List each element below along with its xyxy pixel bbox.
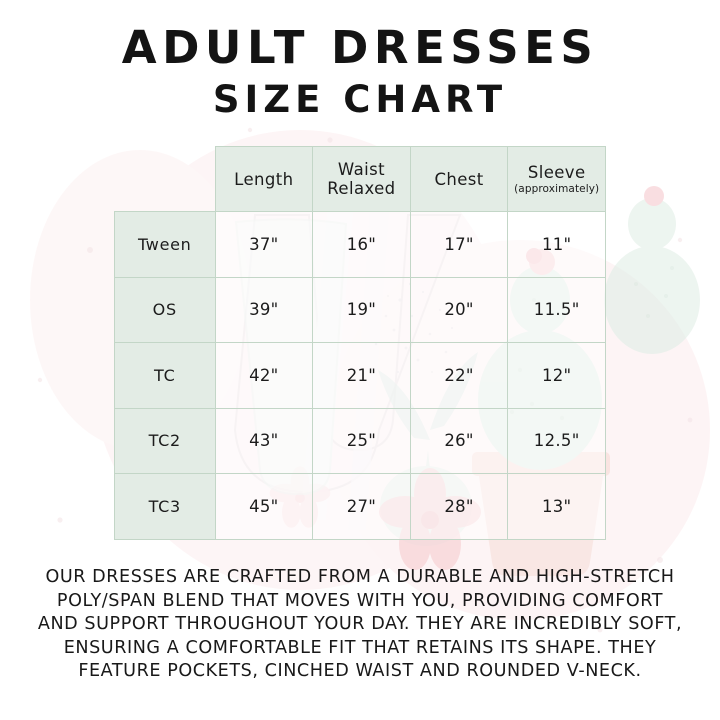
footer-line-2: POLY/SPAN BLEND THAT MOVES WITH YOU, PRO… bbox=[56, 590, 664, 611]
table-row: OS 39" 19" 20" 11.5" bbox=[114, 276, 606, 343]
cell-tc-chest: 22" bbox=[409, 342, 509, 409]
cell-os-sleeve: 11.5" bbox=[507, 276, 606, 343]
cell-os-waist-relaxed: 19" bbox=[312, 276, 411, 343]
cell-os-chest: 20" bbox=[409, 276, 509, 343]
cell-tc3-chest: 28" bbox=[409, 473, 509, 540]
sleeve-label-approx: (approximately) bbox=[514, 182, 600, 195]
table-row: Tween 37" 16" 17" 11" bbox=[114, 211, 606, 278]
cell-os-length: 39" bbox=[214, 276, 314, 343]
waist-label-line2: Relaxed bbox=[327, 179, 396, 198]
cell-tween-sleeve: 11" bbox=[507, 211, 606, 278]
cell-tween-waist-relaxed: 16" bbox=[312, 211, 411, 278]
column-header-sleeve: Sleeve (approximately) bbox=[507, 146, 606, 212]
cell-tc3-waist-relaxed: 27" bbox=[312, 473, 411, 540]
cell-tc-sleeve: 12" bbox=[507, 342, 606, 409]
corner-cell bbox=[115, 147, 216, 212]
row-label-os: OS bbox=[114, 276, 216, 343]
cell-tc2-waist-relaxed: 25" bbox=[312, 407, 411, 474]
table-row: TC2 43" 25" 26" 12.5" bbox=[114, 407, 606, 474]
table-row: TC 42" 21" 22" 12" bbox=[114, 342, 606, 409]
cell-tc-waist-relaxed: 21" bbox=[312, 342, 411, 409]
title-line-secondary: SIZE CHART bbox=[212, 78, 508, 121]
waist-label-line1: Waist bbox=[337, 160, 385, 179]
row-label-tween: Tween bbox=[114, 211, 216, 278]
page-title: ADULT DRESSES SIZE CHART bbox=[0, 22, 720, 122]
table-body: Tween 37" 16" 17" 11" OS 39" 19" 20" 11.… bbox=[114, 211, 606, 540]
footer-description: OUR DRESSES ARE CRAFTED FROM A DURABLE A… bbox=[0, 566, 720, 684]
row-label-tc: TC bbox=[114, 342, 216, 409]
footer-line-1: OUR DRESSES ARE CRAFTED FROM A DURABLE A… bbox=[45, 567, 675, 587]
column-header-length: Length bbox=[214, 146, 314, 212]
column-header-waist-relaxed: Waist Relaxed bbox=[312, 146, 411, 212]
sleeve-label-main: Sleeve bbox=[527, 162, 586, 182]
cell-tc-length: 42" bbox=[214, 342, 314, 409]
cell-tween-chest: 17" bbox=[409, 211, 509, 278]
size-chart-table: Length Waist Relaxed Chest Sleeve (appro… bbox=[114, 146, 606, 540]
title-line-primary: ADULT DRESSES bbox=[121, 21, 599, 74]
table-row: TC3 45" 27" 28" 13" bbox=[114, 473, 606, 540]
cell-tc3-sleeve: 13" bbox=[507, 473, 606, 540]
column-header-chest: Chest bbox=[409, 146, 509, 212]
row-label-tc2: TC2 bbox=[114, 407, 216, 474]
cell-tc2-sleeve: 12.5" bbox=[507, 407, 606, 474]
footer-line-4: ENSURING A COMFORTABLE FIT THAT RETAINS … bbox=[63, 637, 657, 658]
footer-line-5: FEATURE POCKETS, CINCHED WAIST AND ROUND… bbox=[78, 661, 642, 681]
cell-tc3-length: 45" bbox=[214, 473, 314, 540]
footer-line-3: AND SUPPORT THROUGHOUT YOUR DAY. THEY AR… bbox=[37, 614, 683, 634]
cell-tc2-length: 43" bbox=[214, 407, 314, 474]
table-header: Length Waist Relaxed Chest Sleeve (appro… bbox=[115, 146, 606, 212]
cell-tween-length: 37" bbox=[214, 211, 314, 278]
row-label-tc3: TC3 bbox=[114, 473, 216, 540]
cell-tc2-chest: 26" bbox=[409, 407, 509, 474]
header-row: Length Waist Relaxed Chest Sleeve (appro… bbox=[115, 146, 606, 212]
